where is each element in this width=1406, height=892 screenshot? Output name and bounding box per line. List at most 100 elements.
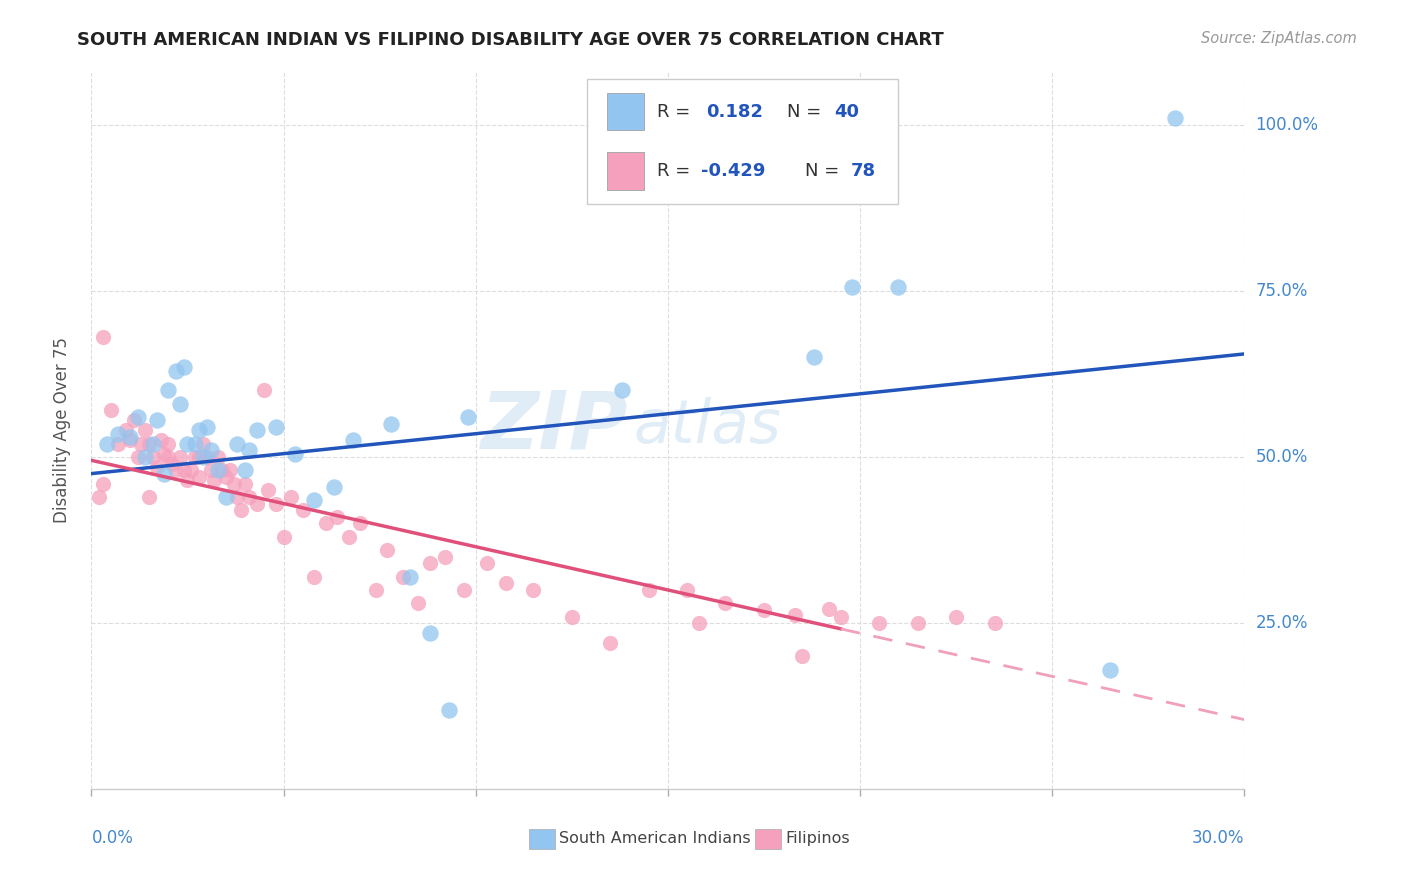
Point — [907, 616, 929, 631]
Point — [157, 436, 180, 450]
Point — [291, 503, 314, 517]
Point — [399, 569, 422, 583]
Point — [1164, 111, 1187, 125]
Point — [195, 420, 218, 434]
Text: 0.182: 0.182 — [706, 103, 763, 120]
Point — [184, 450, 207, 464]
Point — [246, 424, 269, 438]
Point — [153, 467, 176, 481]
Point — [157, 384, 180, 398]
Point — [477, 557, 499, 571]
Point — [226, 436, 249, 450]
Point — [792, 649, 814, 664]
Point — [983, 616, 1005, 631]
Point — [257, 483, 280, 498]
Text: 100.0%: 100.0% — [1256, 116, 1319, 134]
Point — [207, 463, 229, 477]
Point — [107, 426, 129, 441]
Point — [145, 413, 167, 427]
Point — [841, 280, 863, 294]
Point — [176, 436, 198, 450]
Text: 0.0%: 0.0% — [91, 829, 134, 847]
Text: atlas: atlas — [633, 397, 782, 457]
Point — [284, 447, 307, 461]
Point — [134, 424, 156, 438]
Bar — [607, 153, 644, 190]
Point — [264, 420, 287, 434]
Point — [610, 384, 633, 398]
Bar — [755, 829, 780, 849]
Point — [188, 424, 211, 438]
Text: South American Indians: South American Indians — [560, 831, 751, 847]
Point — [100, 403, 122, 417]
Point — [457, 410, 479, 425]
Point — [238, 443, 260, 458]
Point — [215, 470, 238, 484]
Point — [188, 470, 211, 484]
Text: R =: R = — [658, 162, 696, 180]
Point — [868, 616, 890, 631]
Point — [253, 384, 276, 398]
Point — [599, 636, 621, 650]
Point — [522, 582, 544, 597]
Point — [191, 450, 214, 464]
Point — [138, 490, 160, 504]
Point — [406, 596, 429, 610]
Text: 75.0%: 75.0% — [1256, 282, 1308, 300]
Point — [131, 436, 153, 450]
Point — [176, 473, 198, 487]
Text: -0.429: -0.429 — [702, 162, 766, 180]
Point — [419, 557, 441, 571]
Point — [191, 436, 214, 450]
Point — [1098, 663, 1121, 677]
Text: 40: 40 — [834, 103, 859, 120]
Point — [280, 490, 302, 504]
Point — [437, 703, 460, 717]
Point — [233, 463, 256, 477]
Text: Filipinos: Filipinos — [786, 831, 851, 847]
Text: 50.0%: 50.0% — [1256, 448, 1308, 466]
Point — [202, 473, 225, 487]
Point — [211, 463, 233, 477]
Point — [153, 447, 176, 461]
Text: ZIP: ZIP — [479, 388, 627, 466]
Point — [138, 436, 160, 450]
Text: N =: N = — [786, 103, 827, 120]
Point — [127, 450, 149, 464]
Point — [134, 450, 156, 464]
Point — [714, 596, 737, 610]
Point — [96, 436, 118, 450]
FancyBboxPatch shape — [588, 78, 898, 204]
Point — [218, 463, 240, 477]
Point — [118, 430, 141, 444]
Point — [637, 582, 659, 597]
Point — [169, 450, 191, 464]
Text: N =: N = — [806, 162, 845, 180]
Point — [165, 463, 187, 477]
Point — [304, 493, 326, 508]
Text: Source: ZipAtlas.com: Source: ZipAtlas.com — [1201, 31, 1357, 46]
Point — [342, 434, 364, 448]
Point — [433, 549, 456, 564]
Point — [165, 363, 187, 377]
Point — [173, 360, 195, 375]
Point — [391, 569, 413, 583]
Point — [349, 516, 371, 531]
Text: 78: 78 — [851, 162, 876, 180]
Point — [304, 569, 326, 583]
Text: 30.0%: 30.0% — [1192, 829, 1244, 847]
Point — [200, 443, 222, 458]
Point — [783, 608, 806, 623]
Point — [142, 436, 165, 450]
Point — [273, 530, 295, 544]
Text: R =: R = — [658, 103, 696, 120]
Point — [173, 463, 195, 477]
Point — [107, 436, 129, 450]
Point — [233, 476, 256, 491]
Bar — [607, 93, 644, 130]
Point — [145, 459, 167, 474]
Point — [160, 457, 183, 471]
Point — [115, 424, 138, 438]
Point — [453, 582, 475, 597]
Text: 25.0%: 25.0% — [1256, 615, 1308, 632]
